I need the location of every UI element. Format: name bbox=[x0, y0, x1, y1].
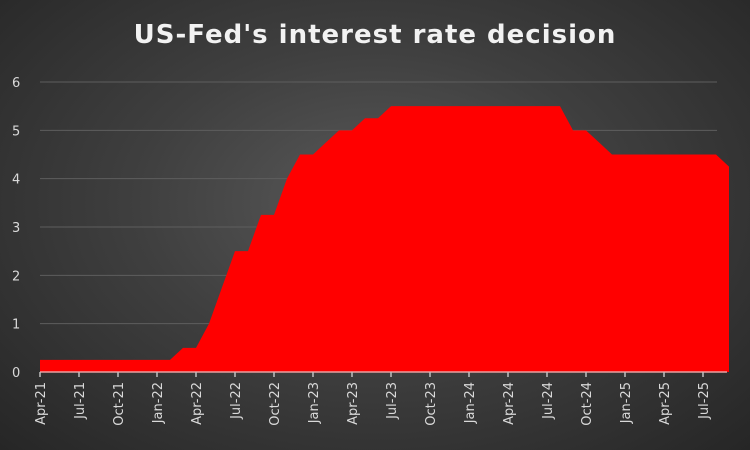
y-tick-label: 6 bbox=[12, 76, 20, 91]
x-tick-label: Apr-21 bbox=[34, 382, 49, 425]
chart-title: US-Fed's interest rate decision bbox=[133, 20, 617, 50]
x-tick-label: Apr-24 bbox=[502, 382, 517, 425]
x-tick-label: Jan-24 bbox=[463, 382, 478, 424]
y-tick-label: 2 bbox=[12, 269, 20, 284]
x-tick-label: Jul-22 bbox=[229, 382, 244, 420]
x-tick-label: Oct-23 bbox=[424, 382, 439, 426]
x-tick-label: Jul-25 bbox=[697, 382, 712, 420]
y-tick-label: 4 bbox=[12, 173, 20, 188]
x-tick-label: Oct-24 bbox=[580, 382, 595, 426]
y-tick-label: 3 bbox=[12, 221, 20, 236]
x-tick-label: Jul-21 bbox=[73, 382, 88, 420]
x-tick-label: Jan-22 bbox=[151, 382, 166, 424]
rate-area bbox=[40, 106, 729, 373]
x-tick-label: Apr-25 bbox=[658, 382, 673, 425]
y-tick-label: 0 bbox=[12, 366, 20, 381]
y-tick-label: 5 bbox=[12, 124, 20, 139]
x-tick-label: Apr-22 bbox=[190, 382, 205, 425]
x-tick-label: Oct-22 bbox=[268, 382, 283, 426]
x-tick-label: Oct-21 bbox=[112, 382, 127, 426]
x-tick-label: Jan-25 bbox=[619, 382, 634, 424]
x-tick-label: Jan-23 bbox=[307, 382, 322, 424]
x-tick-label: Jul-23 bbox=[385, 382, 400, 420]
x-tick-label: Jul-24 bbox=[541, 382, 556, 420]
x-tick-label: Apr-23 bbox=[346, 382, 361, 425]
y-tick-label: 1 bbox=[12, 318, 20, 333]
